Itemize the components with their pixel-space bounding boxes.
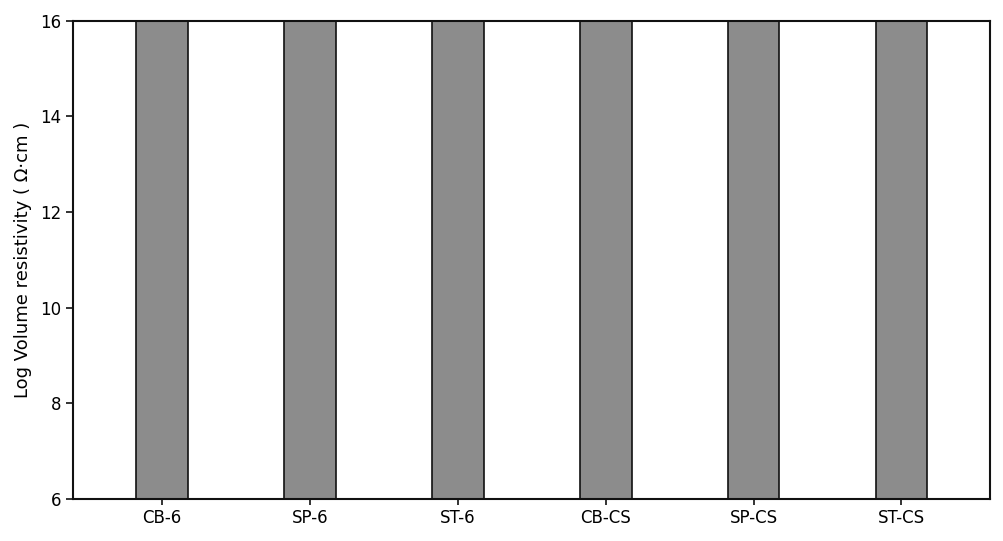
Bar	[727, 0, 778, 499]
Bar	[136, 0, 188, 499]
Bar	[431, 0, 483, 499]
Bar	[875, 0, 927, 499]
Bar	[284, 0, 335, 499]
Bar	[579, 0, 631, 499]
Y-axis label: Log Volume resistivity ( Ω·cm ): Log Volume resistivity ( Ω·cm )	[14, 122, 32, 398]
